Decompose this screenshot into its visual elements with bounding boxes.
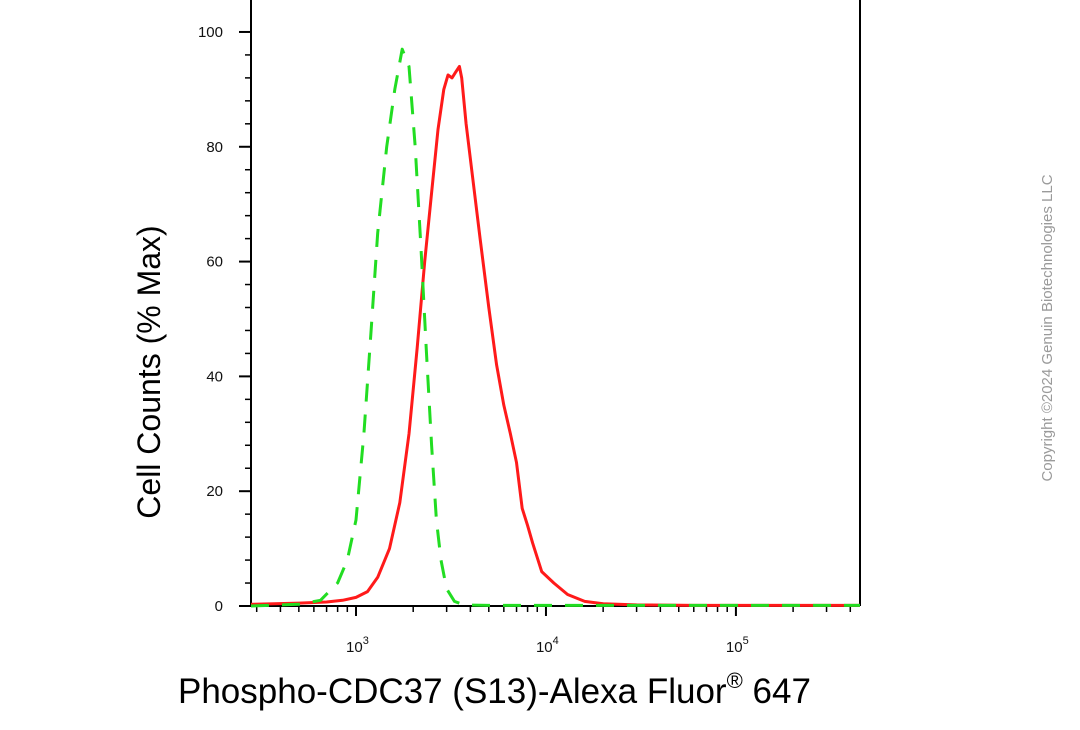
series-line-2 bbox=[250, 47, 860, 608]
y-tick-label: 0 bbox=[215, 598, 223, 615]
series-line-1 bbox=[250, 64, 860, 607]
x-tick-label: 103 bbox=[346, 635, 369, 656]
y-tick-label: 40 bbox=[206, 368, 223, 385]
y-tick-label: 100 bbox=[198, 24, 223, 41]
y-axis-label: Cell Counts (% Max) bbox=[131, 225, 167, 518]
copyright-watermark: Copyright ©2024 Genuin Biotechnologies L… bbox=[1039, 174, 1056, 481]
y-tick-label: 20 bbox=[206, 483, 223, 500]
y-tick-label: 60 bbox=[206, 254, 223, 271]
y-tick-label: 80 bbox=[206, 139, 223, 156]
plot-frame bbox=[250, 0, 861, 607]
x-axis-label-main: Phospho-CDC37 (S13)-Alexa Fluor bbox=[178, 672, 727, 711]
x-tick-label: 105 bbox=[726, 635, 749, 656]
x-axis-label-superscript: ® bbox=[727, 668, 743, 693]
x-axis-label-suffix: 647 bbox=[743, 672, 811, 711]
y-axis-ticks: 0 20 40 60 80 100 bbox=[198, 24, 251, 615]
x-tick-label: 104 bbox=[536, 635, 559, 656]
x-axis-label: Phospho-CDC37 (S13)-Alexa Fluor® 647 bbox=[178, 668, 811, 711]
x-axis-ticks: 103 104 105 bbox=[255, 606, 852, 656]
series-layer bbox=[250, 47, 860, 608]
